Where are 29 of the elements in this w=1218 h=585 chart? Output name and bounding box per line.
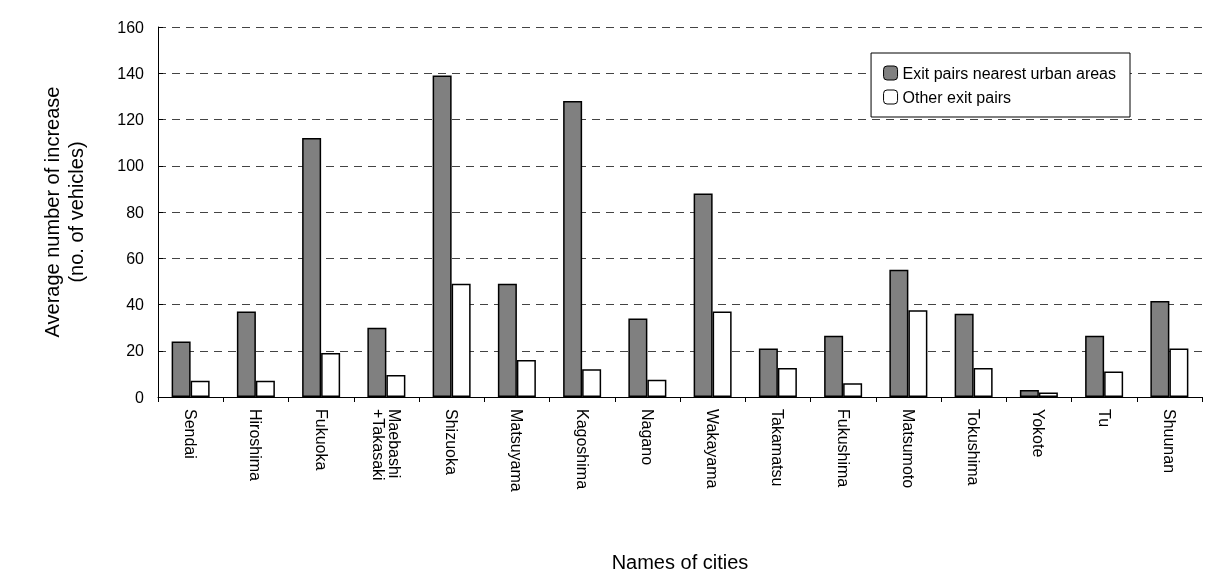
x-tick-label: Fukushima <box>834 409 852 488</box>
x-tick-label: Wakayama <box>704 409 722 489</box>
y-tick-label: 20 <box>126 342 145 360</box>
x-tick-label: Matsuyama <box>508 409 526 492</box>
y-tick-label: 60 <box>126 249 145 267</box>
y-tick-label: 0 <box>135 388 145 406</box>
y-tick-label: 40 <box>126 296 145 313</box>
x-tick-label: Shuunan <box>1160 409 1178 474</box>
y-tick-label: 140 <box>117 64 145 82</box>
x-tick-label: Sendai <box>182 409 200 459</box>
y-tick-label: 80 <box>126 203 145 221</box>
x-axis-title: Names of cities <box>611 551 749 573</box>
legend-label: Other exit pairs <box>902 88 1012 106</box>
y-tick-label: 120 <box>117 111 145 128</box>
y-axis-title: Average number of increase (no. of vehicles) <box>41 86 87 338</box>
x-tick-label: Fukuoka <box>312 409 330 471</box>
x-tick-label: Nagano <box>638 409 656 466</box>
x-tick-label: Tokushima <box>965 409 983 486</box>
x-tick-label: Kagoshima <box>573 409 591 490</box>
y-tick-label: 100 <box>117 157 145 175</box>
legend-label: Exit pairs nearest urban areas <box>902 64 1117 82</box>
x-tick-label: Hiroshima <box>247 409 265 482</box>
x-tick-label: Tu <box>1095 409 1113 428</box>
x-tick-label: Shizuoka <box>443 409 461 475</box>
x-tick-label: Maebashi +Takasaki <box>369 409 403 481</box>
x-tick-label: Matsumoto <box>899 409 917 489</box>
x-tick-label: Takamatsu <box>769 409 787 487</box>
y-tick-label: 160 <box>117 18 145 36</box>
x-tick-label: Yokote <box>1030 409 1048 458</box>
